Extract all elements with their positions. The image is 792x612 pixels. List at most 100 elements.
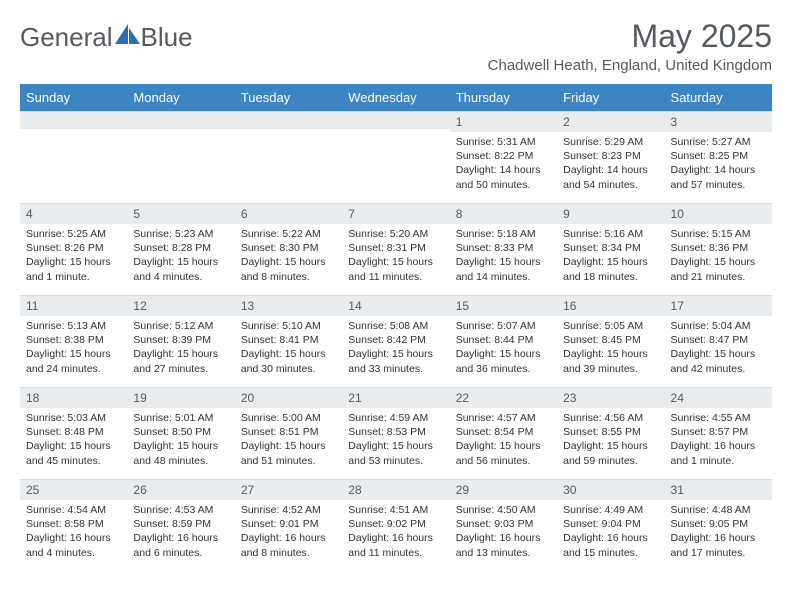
day-number: 22 xyxy=(450,387,557,408)
day-sunset: Sunset: 8:48 PM xyxy=(26,425,121,439)
day-number: 14 xyxy=(342,295,449,316)
calendar-day-cell: 13Sunrise: 5:10 AMSunset: 8:41 PMDayligh… xyxy=(235,295,342,387)
day-daylight: Daylight: 15 hours and 56 minutes. xyxy=(456,439,551,467)
day-sunset: Sunset: 9:04 PM xyxy=(563,517,658,531)
day-number: 20 xyxy=(235,387,342,408)
day-number: 26 xyxy=(127,479,234,500)
day-sunrise: Sunrise: 4:48 AM xyxy=(671,503,766,517)
day-info: Sunrise: 4:56 AMSunset: 8:55 PMDaylight:… xyxy=(557,408,664,474)
day-number xyxy=(235,111,342,129)
day-sunset: Sunset: 9:05 PM xyxy=(671,517,766,531)
day-daylight: Daylight: 15 hours and 42 minutes. xyxy=(671,347,766,375)
calendar-day-cell: 7Sunrise: 5:20 AMSunset: 8:31 PMDaylight… xyxy=(342,203,449,295)
day-info: Sunrise: 5:08 AMSunset: 8:42 PMDaylight:… xyxy=(342,316,449,382)
day-daylight: Daylight: 14 hours and 57 minutes. xyxy=(671,163,766,191)
day-number: 1 xyxy=(450,111,557,132)
day-sunrise: Sunrise: 5:00 AM xyxy=(241,411,336,425)
day-daylight: Daylight: 16 hours and 8 minutes. xyxy=(241,531,336,559)
day-number xyxy=(20,111,127,129)
calendar-day-cell: 6Sunrise: 5:22 AMSunset: 8:30 PMDaylight… xyxy=(235,203,342,295)
day-sunrise: Sunrise: 4:52 AM xyxy=(241,503,336,517)
day-info: Sunrise: 5:22 AMSunset: 8:30 PMDaylight:… xyxy=(235,224,342,290)
day-info: Sunrise: 4:53 AMSunset: 8:59 PMDaylight:… xyxy=(127,500,234,566)
day-sunset: Sunset: 8:22 PM xyxy=(456,149,551,163)
day-sunset: Sunset: 8:53 PM xyxy=(348,425,443,439)
calendar-day-cell: 25Sunrise: 4:54 AMSunset: 8:58 PMDayligh… xyxy=(20,479,127,571)
day-info: Sunrise: 5:29 AMSunset: 8:23 PMDaylight:… xyxy=(557,132,664,198)
calendar-day-cell: 22Sunrise: 4:57 AMSunset: 8:54 PMDayligh… xyxy=(450,387,557,479)
day-sunset: Sunset: 8:45 PM xyxy=(563,333,658,347)
day-sunset: Sunset: 8:50 PM xyxy=(133,425,228,439)
month-title: May 2025 xyxy=(488,18,772,55)
day-number: 3 xyxy=(665,111,772,132)
header-right: May 2025 Chadwell Heath, England, United… xyxy=(488,18,772,74)
day-info: Sunrise: 4:51 AMSunset: 9:02 PMDaylight:… xyxy=(342,500,449,566)
day-number: 2 xyxy=(557,111,664,132)
day-info: Sunrise: 5:00 AMSunset: 8:51 PMDaylight:… xyxy=(235,408,342,474)
calendar-day-cell xyxy=(20,111,127,203)
day-sunset: Sunset: 8:38 PM xyxy=(26,333,121,347)
day-sunset: Sunset: 8:59 PM xyxy=(133,517,228,531)
day-sunset: Sunset: 8:44 PM xyxy=(456,333,551,347)
day-daylight: Daylight: 16 hours and 15 minutes. xyxy=(563,531,658,559)
brand-logo: General Blue xyxy=(20,18,193,53)
day-sunset: Sunset: 8:51 PM xyxy=(241,425,336,439)
calendar-day-cell: 16Sunrise: 5:05 AMSunset: 8:45 PMDayligh… xyxy=(557,295,664,387)
day-sunrise: Sunrise: 5:03 AM xyxy=(26,411,121,425)
day-sunrise: Sunrise: 5:13 AM xyxy=(26,319,121,333)
day-sunrise: Sunrise: 5:29 AM xyxy=(563,135,658,149)
calendar-day-cell: 21Sunrise: 4:59 AMSunset: 8:53 PMDayligh… xyxy=(342,387,449,479)
day-number: 28 xyxy=(342,479,449,500)
day-info: Sunrise: 5:04 AMSunset: 8:47 PMDaylight:… xyxy=(665,316,772,382)
calendar-day-cell: 17Sunrise: 5:04 AMSunset: 8:47 PMDayligh… xyxy=(665,295,772,387)
day-sunset: Sunset: 8:30 PM xyxy=(241,241,336,255)
day-number: 29 xyxy=(450,479,557,500)
day-sunset: Sunset: 8:25 PM xyxy=(671,149,766,163)
brand-part1: General xyxy=(20,22,113,53)
day-sunrise: Sunrise: 5:05 AM xyxy=(563,319,658,333)
day-daylight: Daylight: 15 hours and 8 minutes. xyxy=(241,255,336,283)
day-sunset: Sunset: 8:42 PM xyxy=(348,333,443,347)
calendar-day-cell xyxy=(127,111,234,203)
day-daylight: Daylight: 15 hours and 11 minutes. xyxy=(348,255,443,283)
day-daylight: Daylight: 15 hours and 36 minutes. xyxy=(456,347,551,375)
day-sunset: Sunset: 8:34 PM xyxy=(563,241,658,255)
day-daylight: Daylight: 14 hours and 54 minutes. xyxy=(563,163,658,191)
day-sunrise: Sunrise: 5:12 AM xyxy=(133,319,228,333)
day-number: 8 xyxy=(450,203,557,224)
day-number: 7 xyxy=(342,203,449,224)
day-daylight: Daylight: 15 hours and 51 minutes. xyxy=(241,439,336,467)
location-text: Chadwell Heath, England, United Kingdom xyxy=(488,57,772,74)
day-number: 24 xyxy=(665,387,772,408)
day-daylight: Daylight: 15 hours and 48 minutes. xyxy=(133,439,228,467)
calendar-day-cell: 1Sunrise: 5:31 AMSunset: 8:22 PMDaylight… xyxy=(450,111,557,203)
day-number: 4 xyxy=(20,203,127,224)
day-info: Sunrise: 5:25 AMSunset: 8:26 PMDaylight:… xyxy=(20,224,127,290)
calendar-day-cell: 10Sunrise: 5:15 AMSunset: 8:36 PMDayligh… xyxy=(665,203,772,295)
day-daylight: Daylight: 16 hours and 13 minutes. xyxy=(456,531,551,559)
day-info: Sunrise: 4:50 AMSunset: 9:03 PMDaylight:… xyxy=(450,500,557,566)
day-daylight: Daylight: 16 hours and 11 minutes. xyxy=(348,531,443,559)
day-number: 6 xyxy=(235,203,342,224)
calendar-day-cell: 3Sunrise: 5:27 AMSunset: 8:25 PMDaylight… xyxy=(665,111,772,203)
calendar-day-cell: 15Sunrise: 5:07 AMSunset: 8:44 PMDayligh… xyxy=(450,295,557,387)
day-sunrise: Sunrise: 4:50 AM xyxy=(456,503,551,517)
brand-part2: Blue xyxy=(141,22,193,53)
day-number: 19 xyxy=(127,387,234,408)
day-number: 18 xyxy=(20,387,127,408)
day-info: Sunrise: 4:55 AMSunset: 8:57 PMDaylight:… xyxy=(665,408,772,474)
day-info: Sunrise: 4:52 AMSunset: 9:01 PMDaylight:… xyxy=(235,500,342,566)
calendar-day-cell: 8Sunrise: 5:18 AMSunset: 8:33 PMDaylight… xyxy=(450,203,557,295)
day-info: Sunrise: 5:07 AMSunset: 8:44 PMDaylight:… xyxy=(450,316,557,382)
day-sunset: Sunset: 8:41 PM xyxy=(241,333,336,347)
weekday-header: Sunday xyxy=(20,84,127,111)
calendar-day-cell: 20Sunrise: 5:00 AMSunset: 8:51 PMDayligh… xyxy=(235,387,342,479)
day-info: Sunrise: 4:57 AMSunset: 8:54 PMDaylight:… xyxy=(450,408,557,474)
day-sunrise: Sunrise: 4:54 AM xyxy=(26,503,121,517)
day-daylight: Daylight: 15 hours and 53 minutes. xyxy=(348,439,443,467)
day-sunrise: Sunrise: 5:04 AM xyxy=(671,319,766,333)
day-sunrise: Sunrise: 5:23 AM xyxy=(133,227,228,241)
calendar-body: 1Sunrise: 5:31 AMSunset: 8:22 PMDaylight… xyxy=(20,111,772,571)
weekday-header: Friday xyxy=(557,84,664,111)
day-info: Sunrise: 5:15 AMSunset: 8:36 PMDaylight:… xyxy=(665,224,772,290)
